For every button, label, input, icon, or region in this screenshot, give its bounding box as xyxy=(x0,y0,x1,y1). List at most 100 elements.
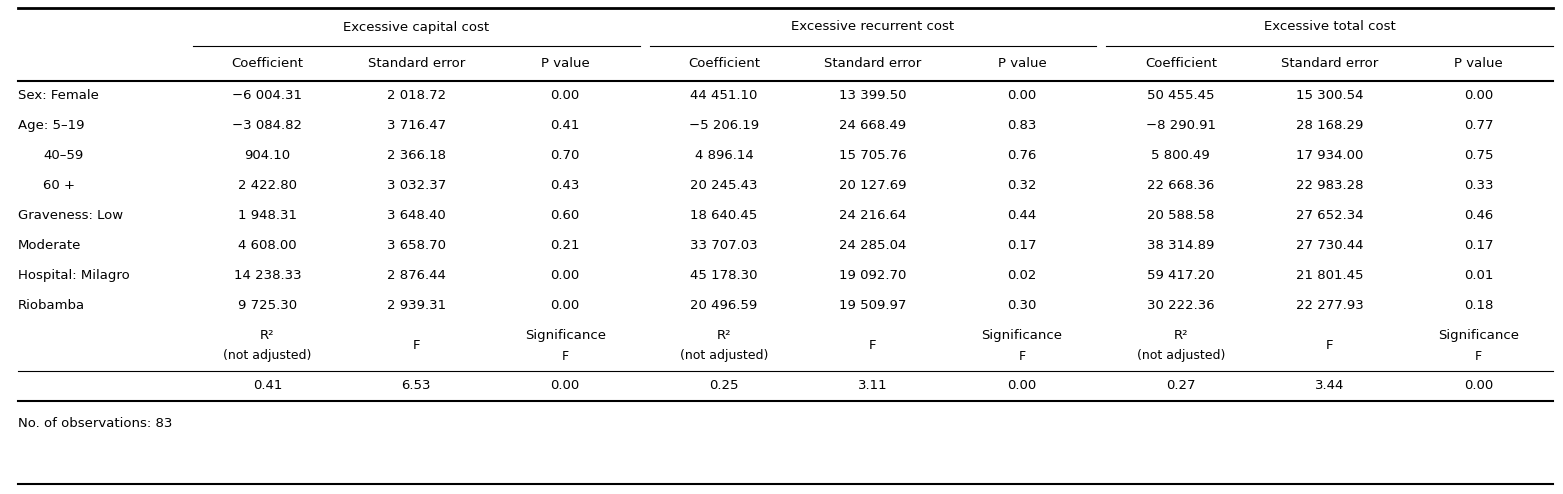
Text: F: F xyxy=(869,339,877,353)
Text: 0.41: 0.41 xyxy=(550,120,580,132)
Text: 4 896.14: 4 896.14 xyxy=(694,150,753,163)
Text: 3 658.70: 3 658.70 xyxy=(386,240,445,252)
Text: Excessive total cost: Excessive total cost xyxy=(1264,20,1396,34)
Text: 13 399.50: 13 399.50 xyxy=(839,89,907,102)
Text: 0.33: 0.33 xyxy=(1465,179,1493,193)
Text: −8 290.91: −8 290.91 xyxy=(1146,120,1216,132)
Text: 5 800.49: 5 800.49 xyxy=(1152,150,1210,163)
Text: Standard error: Standard error xyxy=(367,57,464,70)
Text: Significance: Significance xyxy=(525,329,606,342)
Text: 3.11: 3.11 xyxy=(858,379,888,393)
Text: F: F xyxy=(413,339,420,353)
Text: Moderate: Moderate xyxy=(19,240,81,252)
Text: 15 300.54: 15 300.54 xyxy=(1296,89,1363,102)
Text: 20 588.58: 20 588.58 xyxy=(1147,209,1214,222)
Text: 0.00: 0.00 xyxy=(550,270,580,283)
Text: 0.76: 0.76 xyxy=(1007,150,1036,163)
Text: 33 707.03: 33 707.03 xyxy=(691,240,758,252)
Text: 30 222.36: 30 222.36 xyxy=(1147,299,1214,313)
Text: −3 084.82: −3 084.82 xyxy=(233,120,303,132)
Text: 0.18: 0.18 xyxy=(1465,299,1493,313)
Text: 3.44: 3.44 xyxy=(1314,379,1344,393)
Text: 20 127.69: 20 127.69 xyxy=(839,179,907,193)
Text: 3 032.37: 3 032.37 xyxy=(386,179,445,193)
Text: F: F xyxy=(1325,339,1333,353)
Text: 14 238.33: 14 238.33 xyxy=(233,270,302,283)
Text: −6 004.31: −6 004.31 xyxy=(233,89,303,102)
Text: 20 245.43: 20 245.43 xyxy=(691,179,758,193)
Text: Excessive recurrent cost: Excessive recurrent cost xyxy=(791,20,955,34)
Text: 3 648.40: 3 648.40 xyxy=(388,209,445,222)
Text: 27 730.44: 27 730.44 xyxy=(1296,240,1363,252)
Text: 0.30: 0.30 xyxy=(1007,299,1036,313)
Text: 38 314.89: 38 314.89 xyxy=(1147,240,1214,252)
Text: Standard error: Standard error xyxy=(1282,57,1379,70)
Text: Coefficient: Coefficient xyxy=(231,57,303,70)
Text: 2 876.44: 2 876.44 xyxy=(388,270,445,283)
Text: R²: R² xyxy=(259,329,275,342)
Text: 0.32: 0.32 xyxy=(1007,179,1036,193)
Text: (not adjusted): (not adjusted) xyxy=(224,349,311,363)
Text: (not adjusted): (not adjusted) xyxy=(1136,349,1225,363)
Text: 0.00: 0.00 xyxy=(1007,89,1036,102)
Text: 0.00: 0.00 xyxy=(1465,379,1493,393)
Text: Riobamba: Riobamba xyxy=(19,299,84,313)
Text: 0.60: 0.60 xyxy=(550,209,580,222)
Text: 60 +: 60 + xyxy=(44,179,75,193)
Text: 0.00: 0.00 xyxy=(550,379,580,393)
Text: 27 652.34: 27 652.34 xyxy=(1296,209,1363,222)
Text: 3 716.47: 3 716.47 xyxy=(386,120,445,132)
Text: P value: P value xyxy=(997,57,1046,70)
Text: Hospital: Milagro: Hospital: Milagro xyxy=(19,270,130,283)
Text: 0.83: 0.83 xyxy=(1007,120,1036,132)
Text: 59 417.20: 59 417.20 xyxy=(1147,270,1214,283)
Text: 0.75: 0.75 xyxy=(1465,150,1493,163)
Text: 15 705.76: 15 705.76 xyxy=(839,150,907,163)
Text: Age: 5–19: Age: 5–19 xyxy=(19,120,84,132)
Text: 44 451.10: 44 451.10 xyxy=(691,89,758,102)
Text: 0.00: 0.00 xyxy=(1465,89,1493,102)
Text: Standard error: Standard error xyxy=(824,57,922,70)
Text: 19 509.97: 19 509.97 xyxy=(839,299,907,313)
Text: 18 640.45: 18 640.45 xyxy=(691,209,758,222)
Text: 0.70: 0.70 xyxy=(550,150,580,163)
Text: 0.01: 0.01 xyxy=(1465,270,1493,283)
Text: 0.17: 0.17 xyxy=(1007,240,1036,252)
Text: (not adjusted): (not adjusted) xyxy=(680,349,769,363)
Text: 2 018.72: 2 018.72 xyxy=(386,89,445,102)
Text: 24 668.49: 24 668.49 xyxy=(839,120,907,132)
Text: 2 939.31: 2 939.31 xyxy=(386,299,445,313)
Text: Graveness: Low: Graveness: Low xyxy=(19,209,123,222)
Text: 17 934.00: 17 934.00 xyxy=(1296,150,1363,163)
Text: 0.77: 0.77 xyxy=(1465,120,1493,132)
Text: 1 948.31: 1 948.31 xyxy=(238,209,297,222)
Text: 50 455.45: 50 455.45 xyxy=(1147,89,1214,102)
Text: 19 092.70: 19 092.70 xyxy=(839,270,907,283)
Text: 45 178.30: 45 178.30 xyxy=(691,270,758,283)
Text: 0.25: 0.25 xyxy=(710,379,739,393)
Text: 0.17: 0.17 xyxy=(1465,240,1493,252)
Text: Excessive capital cost: Excessive capital cost xyxy=(344,20,489,34)
Text: Coefficient: Coefficient xyxy=(1144,57,1216,70)
Text: 24 285.04: 24 285.04 xyxy=(839,240,907,252)
Text: 0.02: 0.02 xyxy=(1007,270,1036,283)
Text: 0.21: 0.21 xyxy=(550,240,580,252)
Text: 0.41: 0.41 xyxy=(253,379,283,393)
Text: 904.10: 904.10 xyxy=(244,150,291,163)
Text: F: F xyxy=(561,349,569,363)
Text: P value: P value xyxy=(541,57,589,70)
Text: 0.43: 0.43 xyxy=(550,179,580,193)
Text: 0.44: 0.44 xyxy=(1007,209,1036,222)
Text: 4 608.00: 4 608.00 xyxy=(238,240,297,252)
Text: F: F xyxy=(1019,349,1025,363)
Text: 9 725.30: 9 725.30 xyxy=(238,299,297,313)
Text: −5 206.19: −5 206.19 xyxy=(689,120,760,132)
Text: 22 668.36: 22 668.36 xyxy=(1147,179,1214,193)
Text: Significance: Significance xyxy=(982,329,1063,342)
Text: Significance: Significance xyxy=(1438,329,1519,342)
Text: R²: R² xyxy=(717,329,731,342)
Text: 21 801.45: 21 801.45 xyxy=(1296,270,1363,283)
Text: 22 277.93: 22 277.93 xyxy=(1296,299,1363,313)
Text: 28 168.29: 28 168.29 xyxy=(1296,120,1363,132)
Text: 40–59: 40–59 xyxy=(44,150,83,163)
